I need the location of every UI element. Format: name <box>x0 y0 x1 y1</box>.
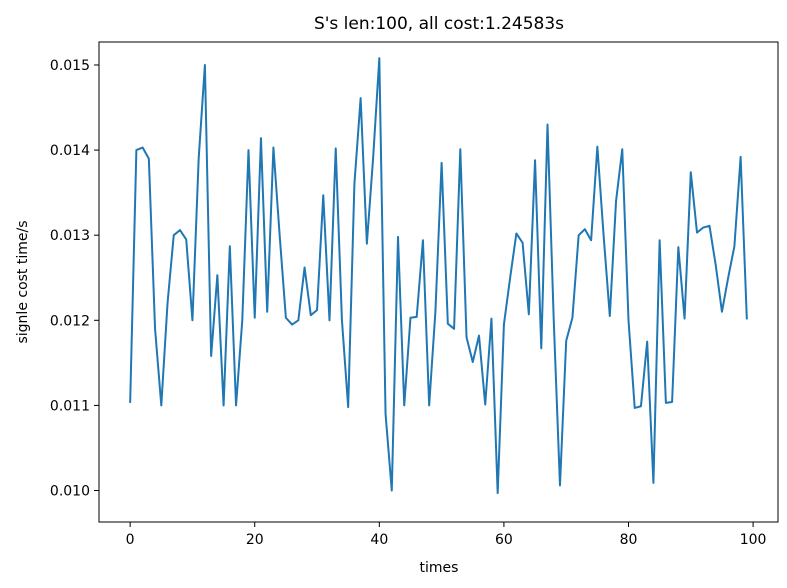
chart-title: S's len:100, all cost:1.24583s <box>314 14 564 34</box>
y-axis-label: signle cost time/s <box>15 220 31 343</box>
y-tick-label: 0.012 <box>50 313 90 329</box>
plot-layer: 0 20 40 60 80 100 0.010 0.011 0.012 0.013 0.014 0.0… <box>50 57 767 548</box>
series-line <box>129 57 748 495</box>
x-tick-label: 40 <box>370 532 388 548</box>
y-tick-label: 0.011 <box>50 398 90 414</box>
y-tick-label: 0.014 <box>50 143 90 159</box>
x-tick-label: 0 <box>126 532 135 548</box>
plot-frame <box>98 41 779 523</box>
x-tick-label: 20 <box>246 532 264 548</box>
x-tick-label: 80 <box>620 532 638 548</box>
y-tick-label: 0.013 <box>50 228 90 244</box>
x-tick-label: 60 <box>495 532 513 548</box>
y-tick-label: 0.015 <box>50 58 90 74</box>
x-axis-label: times <box>420 560 459 576</box>
x-tick-label: 100 <box>740 532 767 548</box>
y-tick-label: 0.010 <box>50 484 90 500</box>
